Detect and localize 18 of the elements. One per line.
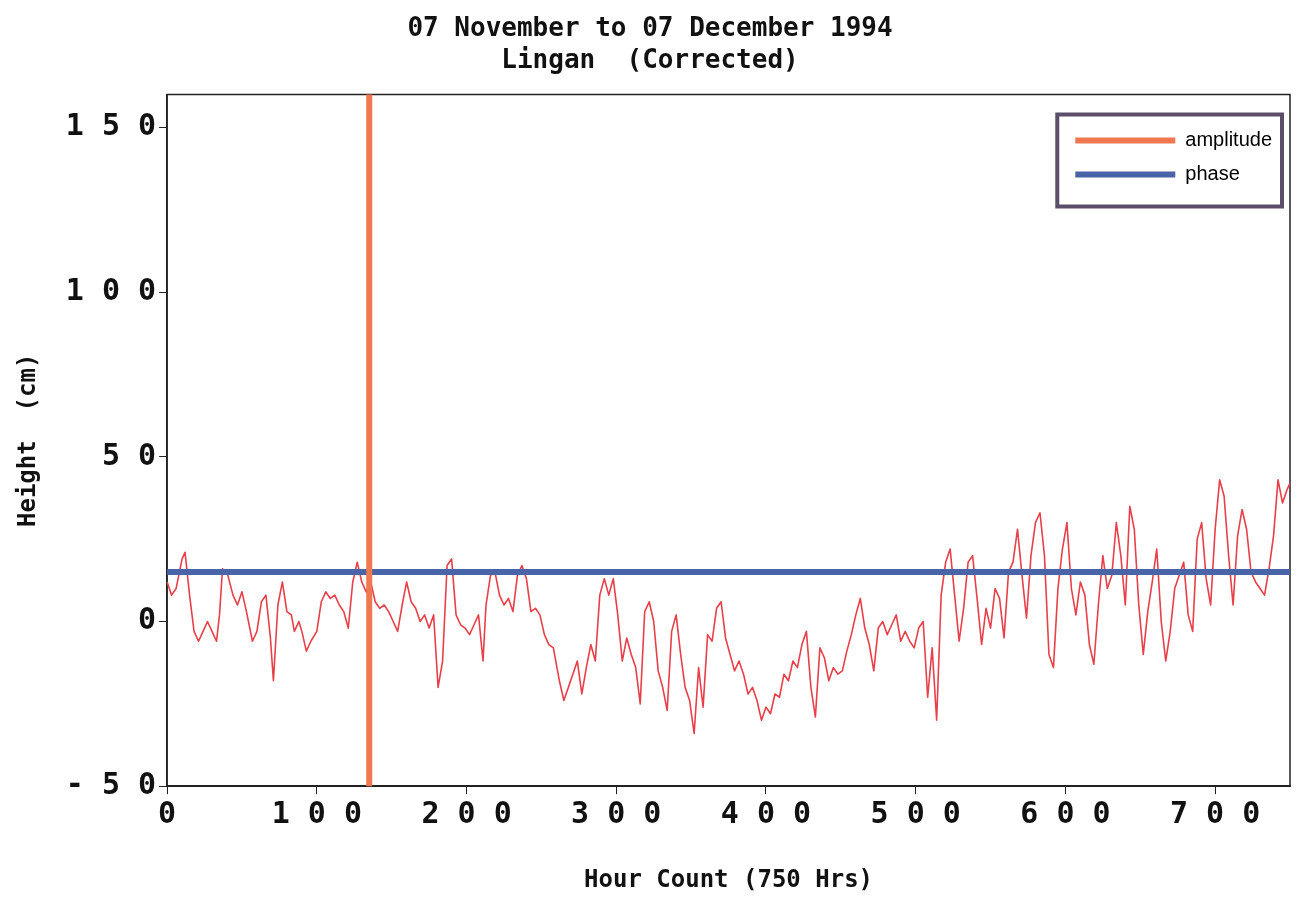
y-tick-label: 0 <box>138 601 157 637</box>
chart-title: 07 November to 07 December 1994 <box>407 12 893 43</box>
y-axis-title: Height (cm) <box>12 353 41 527</box>
y-tick-label: 5 0 <box>101 436 157 472</box>
legend-label: amplitude <box>1185 127 1272 150</box>
x-tick-label: 3 0 0 <box>571 795 662 830</box>
y-tick-label: 1 0 0 <box>65 271 157 307</box>
y-tick-label: - 5 0 <box>65 766 157 801</box>
x-tick-label: 5 0 0 <box>870 795 961 830</box>
chart-subtitle: Lingan (Corrected) <box>501 43 799 74</box>
x-tick-label: 2 0 0 <box>421 795 512 830</box>
x-tick-label: 4 0 0 <box>720 795 812 830</box>
legend-label: phase <box>1185 161 1240 184</box>
x-axis-title: Hour Count (750 Hrs) <box>584 864 874 893</box>
y-tick-label: 1 5 0 <box>65 107 157 143</box>
x-tick-label: 7 0 0 <box>1169 795 1261 830</box>
x-tick-label: 6 0 0 <box>1020 795 1111 830</box>
x-tick-label: 1 0 0 <box>271 795 362 830</box>
